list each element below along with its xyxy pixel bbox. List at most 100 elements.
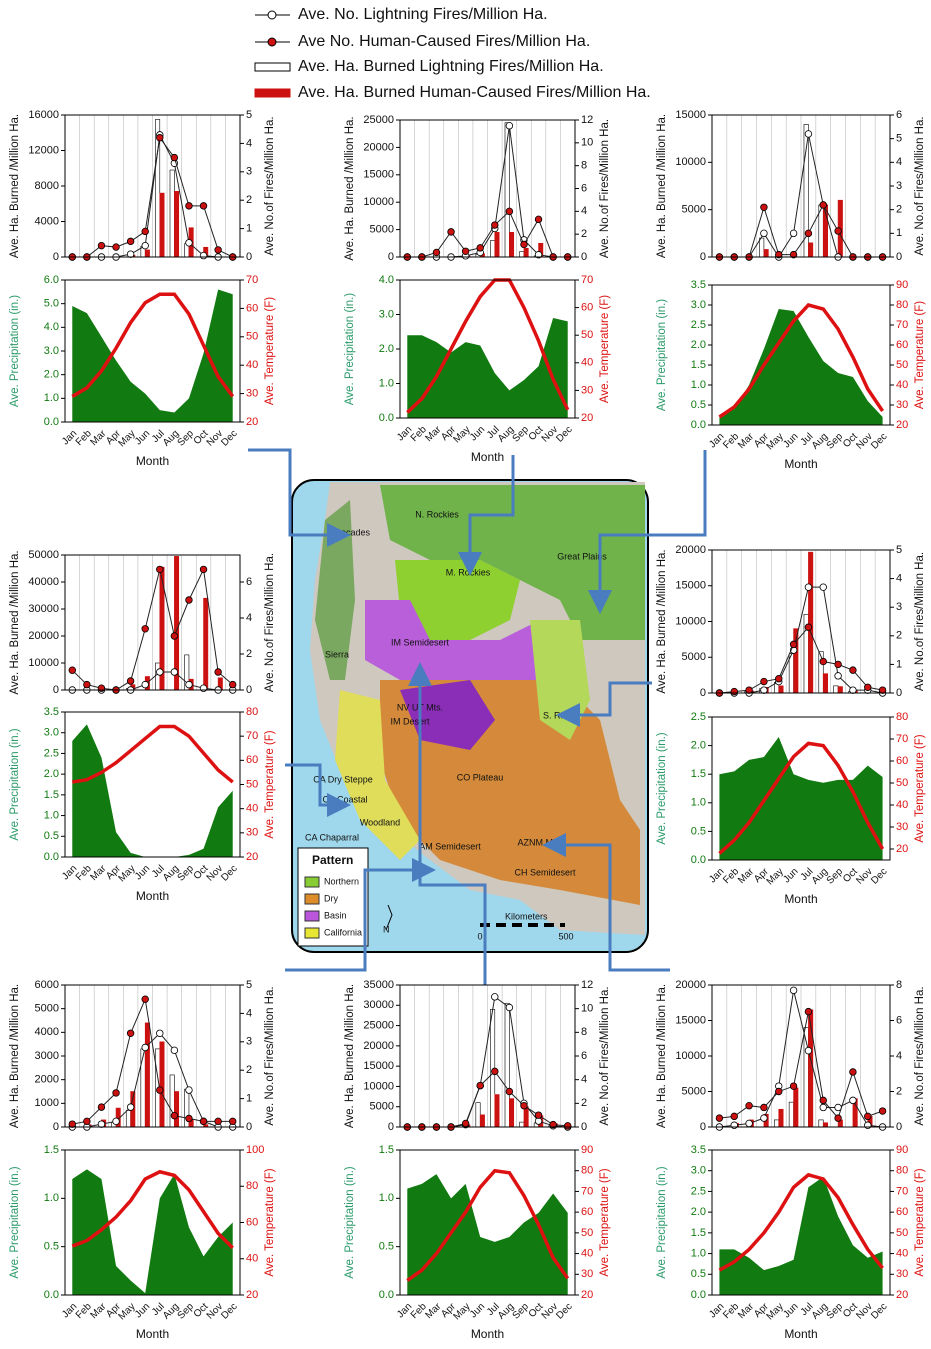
y-tick-label: 5.0 [44, 298, 59, 310]
point [171, 669, 178, 676]
y2-tick-label: 20 [896, 1289, 908, 1301]
point [535, 216, 542, 223]
bar [838, 687, 842, 693]
point [820, 1104, 827, 1111]
point [433, 249, 440, 256]
y-axis-label: Ave. Ha. Burned /Million Ha. [656, 549, 668, 693]
point [156, 669, 163, 676]
y2-tick-label: 30 [896, 821, 908, 833]
y-tick-label: 1.0 [691, 379, 706, 391]
point [229, 1118, 236, 1125]
point [805, 230, 812, 237]
bar [155, 663, 159, 690]
point [156, 1030, 163, 1037]
y2-tick-label: 5 [246, 979, 252, 991]
y-tick-label: 0.0 [379, 412, 394, 424]
y-tick-label: 1.5 [691, 768, 706, 780]
point [805, 624, 812, 631]
point [746, 1120, 753, 1127]
chart: JanFebMarAprMayJunJulAugSepOctNovDecMont… [656, 711, 926, 906]
map-region-label: IM Semidesert [391, 637, 450, 647]
y2-tick-label: 40 [896, 1247, 908, 1259]
y2-tick-label: 8 [581, 1026, 587, 1038]
bar [819, 652, 823, 693]
scale-tick: 0 [477, 931, 482, 941]
point [448, 229, 455, 236]
point [864, 1122, 871, 1129]
point [186, 1115, 193, 1122]
y2-tick-label: 5 [896, 133, 902, 145]
bar [794, 629, 798, 693]
y2-tick-label: 40 [246, 359, 258, 371]
y2-tick-label: 3 [246, 166, 252, 178]
y2-tick-label: 4 [896, 1050, 902, 1062]
y-tick-label: 3.5 [44, 706, 59, 718]
y-tick-label: 0 [53, 684, 59, 696]
y2-tick-label: 6 [896, 109, 902, 121]
y-tick-label: 40000 [28, 576, 59, 588]
y-tick-label: 3.0 [44, 345, 59, 357]
x-axis-label: Month [784, 892, 817, 906]
y2-tick-label: 1 [896, 227, 902, 239]
y-tick-label: 15000 [363, 169, 394, 181]
map-region-label: CA Coastal [322, 794, 367, 804]
x-axis-label: Month [784, 1327, 817, 1341]
y-tick-label: 2.0 [691, 1206, 706, 1218]
bar [524, 248, 528, 257]
x-tick-label: Dec [869, 1301, 889, 1321]
y-tick-label: 1.0 [691, 797, 706, 809]
y-tick-label: 2.0 [691, 339, 706, 351]
y-tick-label: 1.0 [44, 1192, 59, 1204]
point [186, 597, 193, 604]
y2-tick-label: 70 [896, 1185, 908, 1197]
bar [520, 252, 524, 257]
y2-tick-label: 0 [246, 251, 252, 263]
y2-tick-label: 40 [246, 1253, 258, 1265]
point [491, 1068, 498, 1075]
map-legend-label: Dry [324, 893, 338, 903]
y2-tick-label: 60 [896, 755, 908, 767]
chart: JanFebMarAprMayJunJulAugSepOctNovDecMont… [9, 1144, 276, 1341]
y2-tick-label: 60 [896, 1206, 908, 1218]
y2-tick-label: 3 [896, 601, 902, 613]
point [186, 240, 193, 247]
point [761, 687, 768, 694]
point [142, 242, 149, 249]
point [746, 687, 753, 694]
y2-axis-label: Ave. Temperature (F) [914, 301, 926, 409]
y2-tick-label: 4 [581, 205, 587, 217]
chart: JanFebMarAprMayJunJulAugSepOctNovDecMont… [344, 1144, 611, 1341]
y2-tick-label: 6 [581, 182, 587, 194]
point [491, 994, 498, 1001]
y-tick-label: 10000 [363, 196, 394, 208]
y-tick-label: 2.5 [691, 1185, 706, 1197]
y2-tick-label: 70 [246, 274, 258, 286]
north-label: N [383, 924, 390, 934]
x-tick-label: Dec [554, 424, 574, 444]
map-region-label: Woodland [360, 817, 400, 827]
y2-tick-label: 90 [581, 1144, 593, 1156]
y2-axis-label: Ave. Temperature (F) [599, 1168, 611, 1276]
y2-tick-label: 20 [896, 419, 908, 431]
chart: 0100020003000400050006000012345Ave. Ha. … [9, 979, 276, 1133]
y2-tick-label: 80 [896, 299, 908, 311]
y2-tick-label: 2 [896, 1085, 902, 1097]
point [142, 1044, 149, 1051]
y-tick-label: 0.5 [691, 399, 706, 411]
y2-tick-label: 12 [581, 979, 593, 991]
map-region-label: CO Plateau [457, 772, 504, 782]
y-tick-label: 10000 [28, 657, 59, 669]
y-tick-label: 0 [53, 251, 59, 263]
figure: Ave. No. Lightning Fires/Million Ha. Ave… [0, 0, 931, 1344]
y2-tick-label: 60 [581, 302, 593, 314]
point [171, 633, 178, 640]
point [215, 669, 222, 676]
point [127, 678, 134, 685]
y-tick-label: 0 [700, 251, 706, 263]
y-tick-label: 2.0 [44, 768, 59, 780]
chart: 0400080001200016000012345Ave. Ha. Burned… [9, 109, 276, 263]
point [98, 242, 105, 249]
point [171, 154, 178, 161]
point [820, 584, 827, 591]
y-tick-label: 15000 [675, 580, 706, 592]
